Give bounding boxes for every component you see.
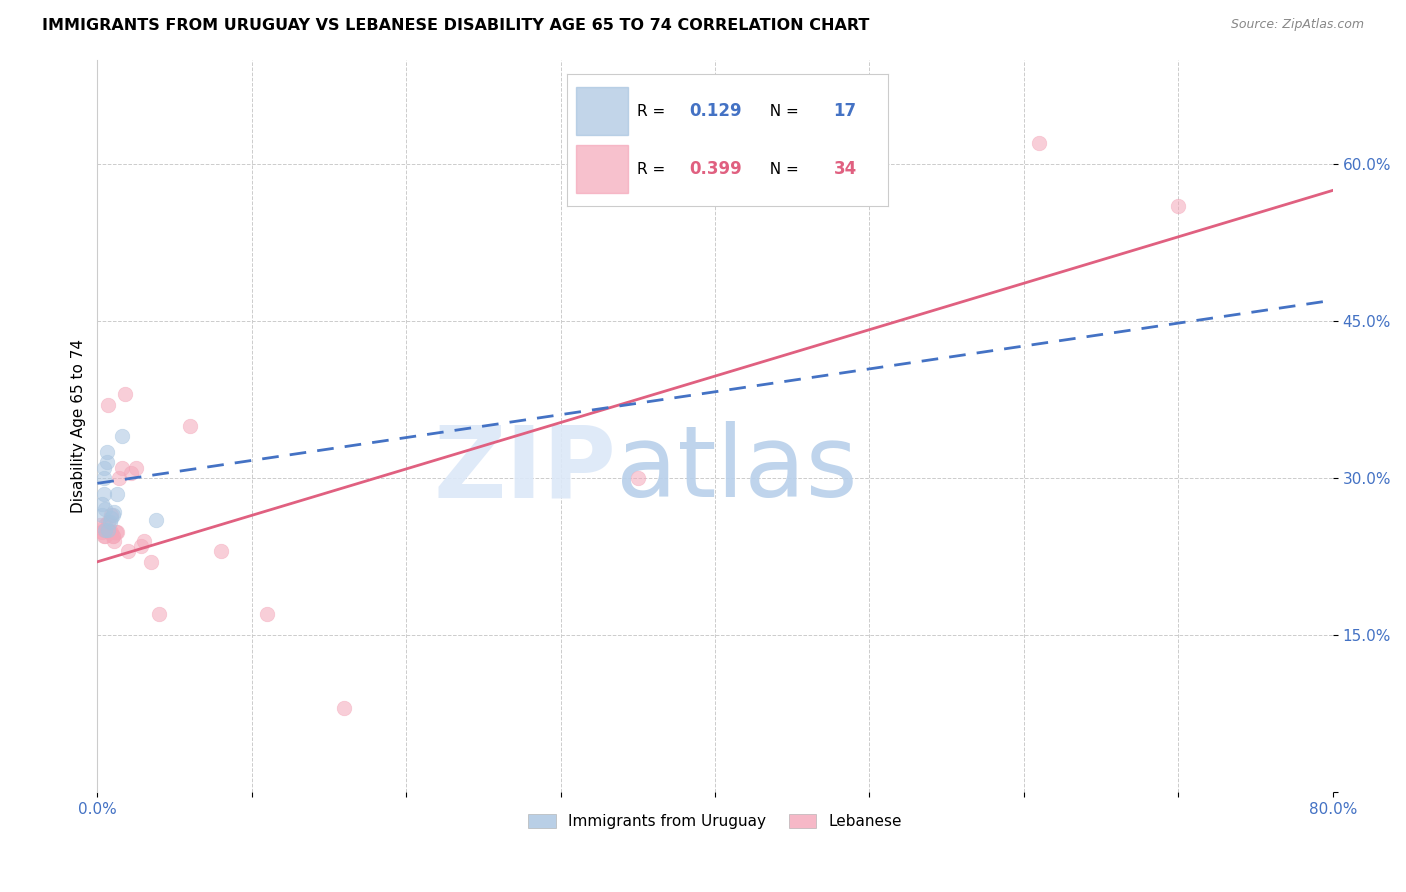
Point (179, 418, 201, 433)
Point (96, 445, 118, 459)
Point (256, 607, 278, 621)
Point (91, 497, 114, 511)
Point (120, 466, 142, 480)
Point (132, 533, 155, 548)
Point (129, 539, 152, 553)
Point (100, 511, 122, 525)
Point (94, 524, 117, 538)
Point (107, 487, 129, 501)
Point (93, 471, 115, 485)
Point (101, 528, 124, 542)
Point (101, 508, 124, 522)
Point (125, 460, 148, 475)
Point (333, 701, 356, 715)
Point (111, 429, 134, 443)
Text: ZIP: ZIP (433, 421, 616, 518)
Point (627, 471, 650, 485)
Point (93, 528, 115, 542)
Point (89, 518, 111, 533)
Point (97, 524, 120, 538)
Point (91, 525, 114, 540)
Legend: Immigrants from Uruguay, Lebanese: Immigrants from Uruguay, Lebanese (522, 808, 908, 836)
Point (94, 528, 117, 542)
Point (148, 607, 170, 621)
Point (97, 515, 120, 529)
Point (111, 460, 134, 475)
Point (209, 544, 232, 558)
Point (1167, 199, 1189, 213)
Text: Source: ZipAtlas.com: Source: ZipAtlas.com (1230, 18, 1364, 31)
Point (97, 398, 120, 412)
Point (93, 487, 115, 501)
Point (98, 525, 121, 540)
Point (100, 525, 122, 540)
Text: IMMIGRANTS FROM URUGUAY VS LEBANESE DISABILITY AGE 65 TO 74 CORRELATION CHART: IMMIGRANTS FROM URUGUAY VS LEBANESE DISA… (42, 18, 869, 33)
Text: atlas: atlas (616, 421, 858, 518)
Point (108, 471, 131, 485)
Point (98, 515, 121, 529)
Point (114, 387, 136, 401)
Point (141, 555, 163, 569)
Point (96, 455, 118, 469)
Point (101, 528, 124, 542)
Point (103, 533, 125, 548)
Point (94, 502, 117, 516)
Point (100, 508, 122, 522)
Point (93, 524, 115, 538)
Point (94, 518, 117, 533)
Point (96, 524, 118, 538)
Y-axis label: Disability Age 65 to 74: Disability Age 65 to 74 (72, 339, 86, 513)
Point (117, 544, 139, 558)
Point (91, 508, 114, 522)
Point (145, 513, 167, 527)
Point (103, 505, 125, 519)
Point (107, 525, 129, 540)
Point (104, 525, 127, 540)
Point (93, 460, 115, 475)
Point (1028, 136, 1050, 151)
